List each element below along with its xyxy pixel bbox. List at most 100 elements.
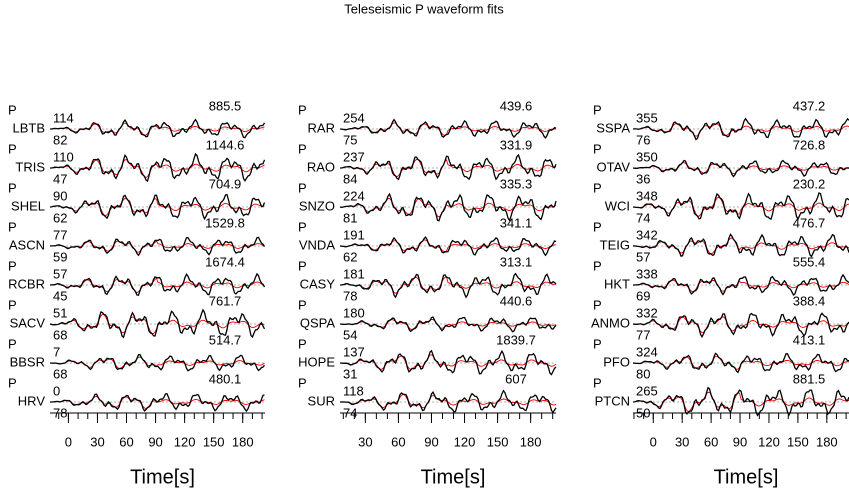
- observed-waveform: [50, 392, 265, 413]
- station-name: TRIS: [15, 159, 45, 174]
- bottom-number: 47: [53, 171, 67, 186]
- top-number: 332: [636, 305, 658, 320]
- top-number: 355: [636, 110, 658, 125]
- station-name: ANMO: [591, 315, 630, 330]
- synthetic-waveform: [339, 197, 557, 218]
- phase-label: P: [8, 180, 17, 195]
- x-tick-label: 30: [90, 434, 104, 449]
- observed-waveform: [340, 153, 557, 181]
- x-tick-label: 120: [174, 434, 196, 449]
- bottom-number: 62: [343, 249, 357, 264]
- bottom-number: 62: [53, 210, 67, 225]
- x-tick-label: 30: [675, 434, 689, 449]
- bottom-number: 68: [53, 366, 67, 381]
- observed-waveform: [49, 193, 266, 221]
- amplitude: 761.7: [209, 293, 242, 308]
- observed-waveform: [632, 386, 849, 417]
- phase-label: P: [298, 141, 307, 156]
- observed-waveform: [633, 273, 849, 297]
- phase-label: P: [8, 102, 17, 117]
- phase-label: P: [8, 219, 17, 234]
- synthetic-waveform: [632, 391, 849, 413]
- observed-waveform: [49, 272, 266, 296]
- station-name: RCBR: [8, 276, 45, 291]
- phase-label: P: [298, 258, 307, 273]
- bottom-number: 78: [343, 288, 357, 303]
- top-number: 77: [53, 227, 67, 242]
- amplitude: 230.2: [793, 176, 826, 191]
- top-number: 350: [636, 149, 658, 164]
- top-number: 110: [53, 149, 74, 164]
- x-tick-label: 180: [232, 434, 254, 449]
- phase-label: P: [298, 180, 307, 195]
- station-name: OTAV: [597, 159, 631, 174]
- x-tick-label: 60: [119, 434, 133, 449]
- station-name: SNZO: [299, 198, 335, 213]
- synthetic-waveform: [50, 159, 265, 179]
- phase-label: P: [8, 141, 17, 156]
- x-tick-label: 60: [704, 434, 718, 449]
- station-name: PTCN: [595, 393, 630, 408]
- top-number: 7: [53, 344, 60, 359]
- phase-label: P: [593, 258, 602, 273]
- x-tick-label: 150: [787, 434, 809, 449]
- observed-waveform: [339, 118, 557, 139]
- bottom-number: 57: [636, 249, 650, 264]
- top-number: 237: [343, 149, 365, 164]
- figure-title: Teleseismic P waveform fits: [344, 1, 504, 16]
- bottom-number: 76: [636, 132, 650, 147]
- x-tick-label: 150: [203, 434, 225, 449]
- top-number: 191: [343, 227, 365, 242]
- bottom-number: 84: [343, 171, 357, 186]
- amplitude: 555.4: [793, 254, 826, 269]
- x-tick-label: 0: [650, 434, 657, 449]
- bottom-number: 77: [636, 327, 650, 342]
- x-tick-label: 180: [816, 434, 838, 449]
- top-number: 265: [636, 383, 658, 398]
- observed-waveform: [339, 272, 557, 299]
- phase-label: P: [593, 336, 602, 351]
- phase-label: P: [8, 336, 17, 351]
- x-tick-label: 120: [454, 434, 476, 449]
- synthetic-waveform: [339, 354, 557, 370]
- amplitude: 514.7: [209, 332, 242, 347]
- x-tick-label: 90: [148, 434, 162, 449]
- bottom-number: 54: [343, 327, 357, 342]
- observed-waveform: [339, 349, 557, 376]
- synthetic-waveform: [50, 396, 265, 409]
- station-name: HOPE: [298, 354, 335, 369]
- phase-label: P: [298, 375, 307, 390]
- station-name: ASCN: [9, 237, 45, 252]
- observed-waveform: [632, 352, 849, 374]
- x-tick-label: 60: [391, 434, 405, 449]
- bottom-number: 74: [636, 210, 650, 225]
- top-number: 137: [343, 344, 365, 359]
- station-name: SACV: [10, 315, 46, 330]
- station-name: PFO: [603, 354, 630, 369]
- phase-label: P: [298, 297, 307, 312]
- station-name: WCI: [605, 198, 630, 213]
- amplitude: 388.4: [793, 293, 826, 308]
- x-tick-label: 0: [65, 434, 72, 449]
- x-tick-label: 180: [520, 434, 542, 449]
- amplitude: 726.8: [793, 137, 826, 152]
- amplitude: 440.6: [500, 293, 533, 308]
- station-name: SHEL: [11, 198, 45, 213]
- bottom-number: 36: [636, 171, 650, 186]
- amplitude: 480.1: [209, 371, 242, 386]
- amplitude: 413.1: [793, 332, 826, 347]
- bottom-number: 82: [53, 132, 67, 147]
- synthetic-waveform: [340, 394, 557, 409]
- observed-waveform: [340, 389, 557, 414]
- bottom-number: 69: [636, 288, 650, 303]
- station-name: BBSR: [10, 354, 45, 369]
- observed-waveform: [50, 118, 266, 139]
- top-number: 224: [343, 188, 365, 203]
- bottom-number: 80: [636, 366, 650, 381]
- synthetic-waveform: [633, 279, 849, 293]
- phase-label: P: [8, 297, 17, 312]
- station-name: VNDA: [299, 237, 335, 252]
- phase-label: P: [593, 141, 602, 156]
- observed-waveform: [50, 152, 266, 183]
